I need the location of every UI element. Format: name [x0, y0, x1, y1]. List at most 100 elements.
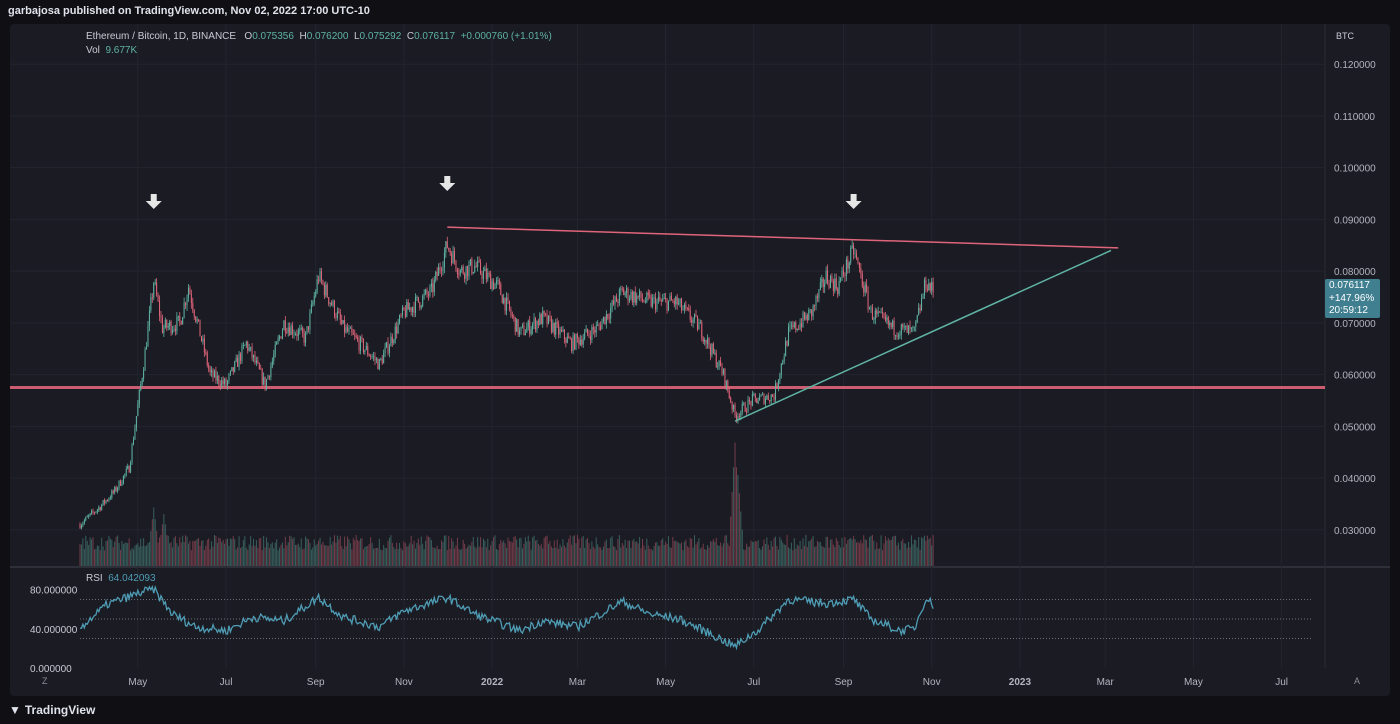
volume-bar: [607, 548, 609, 566]
candle-body: [728, 390, 730, 398]
x-axis-corner-left[interactable]: Z: [42, 676, 48, 686]
tradingview-logo[interactable]: ▼ TradingView: [9, 703, 95, 717]
candle-body: [805, 315, 807, 320]
volume-bar: [566, 542, 568, 566]
candle-body: [818, 289, 820, 299]
down-arrow-marker[interactable]: [145, 194, 162, 209]
x-tick-label: 2022: [481, 677, 504, 688]
down-arrow-marker[interactable]: [845, 194, 862, 209]
candle-body: [890, 322, 892, 327]
candle-body: [360, 337, 362, 351]
candle-body: [316, 279, 318, 293]
volume-bar: [401, 550, 403, 566]
candle-body: [386, 342, 388, 348]
volume-bar: [200, 541, 202, 566]
candle-body: [545, 313, 547, 315]
candle-body: [773, 396, 775, 400]
candle-body: [663, 297, 665, 299]
candle-body: [401, 307, 403, 316]
candle-body: [631, 291, 633, 303]
candle-body: [582, 338, 584, 345]
candle-body: [520, 326, 522, 331]
candle-body: [640, 291, 642, 299]
volume-bar: [203, 549, 205, 566]
volume-bar: [672, 536, 674, 566]
candle-body: [190, 294, 192, 304]
volume-bar: [546, 535, 548, 566]
candle-body: [744, 403, 746, 412]
volume-bar: [589, 549, 591, 566]
candle-body: [307, 326, 309, 330]
candle-body: [654, 297, 657, 310]
symbol-pair[interactable]: Ethereum / Bitcoin, 1D, BINANCE: [86, 31, 237, 42]
candle-body: [682, 309, 684, 311]
candle-body: [552, 322, 554, 332]
volume-bar: [892, 536, 894, 566]
y-tick-label: 0.090000: [1334, 215, 1376, 226]
candle-body: [815, 296, 817, 307]
volume-bar: [219, 538, 221, 566]
candle-body: [176, 316, 178, 332]
candle-body: [189, 288, 191, 295]
candle-body: [701, 322, 703, 339]
volume-label[interactable]: Vol: [86, 45, 100, 56]
candle-body: [164, 319, 166, 328]
volume-bar: [897, 542, 899, 566]
volume-bar: [170, 542, 172, 566]
volume-bar: [433, 548, 435, 566]
volume-bar: [848, 538, 850, 566]
candle-body: [686, 307, 688, 309]
volume-bar: [364, 547, 366, 566]
volume-bar: [80, 544, 82, 566]
candle-body: [754, 394, 756, 398]
candle-body: [299, 329, 301, 331]
candle-body: [469, 259, 471, 265]
candle-body: [740, 411, 742, 417]
candle-body: [270, 366, 272, 378]
volume-bar: [867, 547, 869, 566]
candle-body: [695, 314, 697, 317]
rsi-line[interactable]: [79, 584, 934, 651]
volume-bar: [753, 542, 755, 566]
candle-body: [260, 369, 262, 370]
volume-bar: [796, 544, 798, 566]
volume-bar: [864, 539, 866, 566]
candle-body: [897, 335, 899, 338]
volume-bar: [135, 544, 137, 566]
resistance-trendline[interactable]: [447, 226, 1119, 249]
candle-body: [659, 296, 661, 301]
volume-bar: [783, 544, 785, 566]
volume-bar: [748, 546, 751, 566]
volume-bar: [579, 547, 581, 566]
candle-body: [760, 394, 762, 397]
candle-body: [634, 291, 636, 303]
ascending-trendline[interactable]: [734, 249, 1112, 422]
candle-body: [491, 281, 493, 290]
candle-body: [725, 380, 727, 387]
candle-body: [665, 297, 667, 299]
candle-body: [88, 515, 90, 517]
x-axis-corner-right[interactable]: A: [1354, 676, 1360, 686]
volume-bar: [143, 538, 145, 566]
volume-bar: [85, 535, 87, 566]
down-arrow-marker[interactable]: [439, 176, 456, 191]
volume-bar: [751, 541, 753, 566]
candle-body: [506, 297, 508, 311]
candle-body: [579, 339, 581, 345]
volume-bar: [912, 544, 914, 566]
volume-bar: [384, 547, 386, 566]
candle-body: [597, 324, 599, 326]
rsi-label[interactable]: RSI: [86, 573, 103, 584]
candle-body: [581, 339, 583, 345]
candle-body: [526, 327, 528, 333]
volume-bar: [628, 540, 630, 566]
candle-body: [118, 480, 120, 488]
volume-bar: [316, 543, 318, 566]
candle-body: [258, 363, 260, 370]
volume-bar: [915, 539, 917, 566]
volume-bar: [844, 536, 846, 566]
candle-body: [224, 378, 226, 384]
volume-bar: [795, 548, 797, 566]
volume-bar: [572, 536, 574, 566]
